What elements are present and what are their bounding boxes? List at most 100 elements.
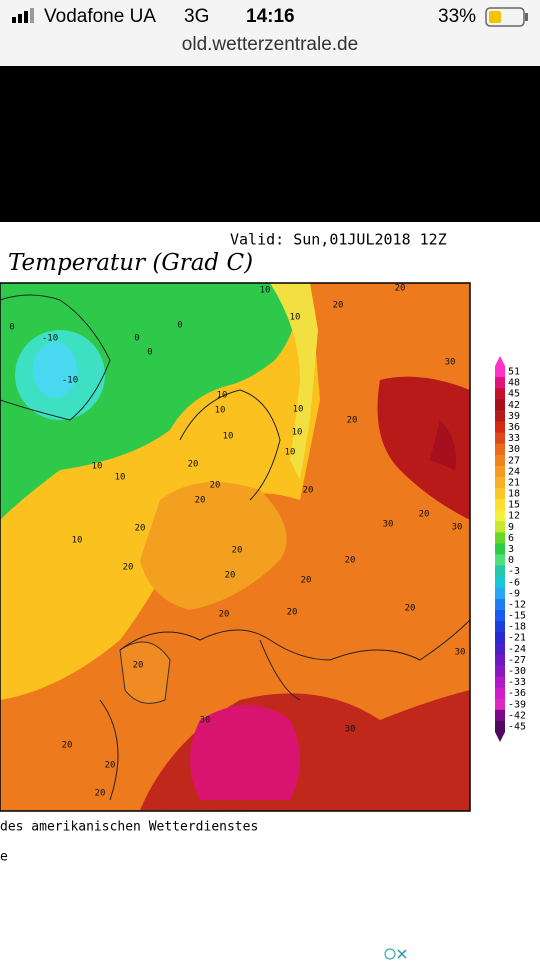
- legend-label: -21: [508, 633, 526, 644]
- legend-label: -36: [508, 688, 526, 699]
- contour-label: 10: [260, 286, 271, 296]
- legend-label: -45: [508, 721, 526, 732]
- contour-label: 10: [285, 448, 296, 458]
- contour-label: 20: [195, 496, 206, 506]
- map-title: Temperatur (Grad C): [8, 250, 253, 276]
- legend-swatch: [495, 687, 505, 700]
- contour-label: 20: [232, 546, 243, 556]
- legend-swatch: [495, 587, 505, 600]
- contour-label: 10: [92, 462, 103, 472]
- legend-label: 6: [508, 533, 514, 544]
- contour-label: 10: [115, 473, 126, 483]
- legend-tip: [495, 356, 505, 366]
- legend-label: -42: [508, 710, 526, 721]
- contour-label: 10: [290, 313, 301, 323]
- legend-swatch: [495, 720, 505, 733]
- contour-label: -10: [62, 376, 78, 386]
- contour-label: 20: [123, 563, 134, 573]
- ad-choices-icon[interactable]: [384, 948, 407, 960]
- contour-label: 20: [95, 789, 106, 799]
- legend: 51484542393633302724211815129630-3-6-9-1…: [495, 356, 526, 742]
- legend-swatch: [495, 632, 505, 644]
- legend-label: 33: [508, 433, 520, 444]
- legend-label: -33: [508, 677, 526, 688]
- legend-swatch: [495, 532, 505, 544]
- url[interactable]: old.wetterzentrale.de: [182, 34, 358, 55]
- legend-label: 51: [508, 367, 520, 378]
- legend-swatch: [495, 388, 505, 400]
- legend-swatch: [495, 665, 505, 678]
- signal-icon: [12, 8, 34, 23]
- legend-swatch: [495, 432, 505, 445]
- legend-swatch: [495, 643, 505, 655]
- legend-swatch: [495, 610, 505, 622]
- footer-line: e: [0, 850, 8, 865]
- contour-label: 30: [383, 520, 394, 530]
- contour-label: 10: [72, 536, 83, 546]
- contour-label: 20: [133, 661, 144, 671]
- contour-label: 30: [345, 725, 356, 735]
- legend-swatch: [495, 454, 505, 467]
- contour-label: 20: [287, 608, 298, 618]
- legend-label: 36: [508, 422, 520, 433]
- legend-swatch: [495, 654, 505, 666]
- map: -10-100000101010101010101010101020202030…: [0, 282, 471, 812]
- legend-swatch: [495, 521, 505, 533]
- legend-label: 48: [508, 378, 520, 389]
- legend-label: -27: [508, 655, 526, 666]
- legend-label: -24: [508, 644, 526, 655]
- contour-label: 20: [105, 761, 116, 771]
- legend-swatch: [495, 488, 505, 500]
- contour-label: 10: [293, 405, 304, 415]
- contour-label: 20: [405, 604, 416, 614]
- coastlines: [0, 294, 470, 801]
- contour-label: 10: [223, 432, 234, 442]
- legend-swatch: [495, 621, 505, 633]
- valid-time: Valid: Sun,01JUL2018 12Z: [230, 231, 447, 249]
- contour-label: 0: [134, 334, 139, 344]
- legend-swatch: [495, 576, 505, 589]
- network: 3G: [184, 6, 209, 27]
- contour-label: 10: [215, 406, 226, 416]
- contour-label: 30: [452, 523, 463, 533]
- contour-label: 20: [62, 741, 73, 751]
- contour-label: 20: [301, 576, 312, 586]
- legend-swatch: [495, 676, 505, 689]
- contour-label: 0: [147, 348, 152, 358]
- legend-swatch: [495, 465, 505, 478]
- legend-swatch: [495, 499, 505, 511]
- legend-swatch: [495, 554, 505, 567]
- contour-label: 20: [303, 486, 314, 496]
- legend-label: 3: [508, 544, 514, 555]
- legend-swatch: [495, 543, 505, 556]
- contour-label: 20: [219, 610, 230, 620]
- legend-label: 0: [508, 555, 514, 566]
- legend-label: -6: [508, 577, 520, 588]
- legend-label: -12: [508, 599, 526, 610]
- battery-icon: [485, 7, 528, 27]
- legend-label: -39: [508, 699, 526, 710]
- contour-label: 20: [347, 416, 358, 426]
- legend-swatch: [495, 443, 505, 456]
- legend-label: -9: [508, 588, 520, 599]
- legend-label: 30: [508, 444, 520, 455]
- legend-swatch: [495, 476, 505, 489]
- black-band: [0, 66, 540, 222]
- contour-label: 30: [455, 648, 466, 658]
- legend-label: 9: [508, 522, 514, 533]
- legend-label: 45: [508, 389, 520, 400]
- contour-label: 0: [9, 323, 14, 333]
- legend-label: 24: [508, 466, 520, 477]
- contour-label: 20: [135, 524, 146, 534]
- contour-label: 20: [188, 460, 199, 470]
- contour-label: 0: [177, 321, 182, 331]
- contour-label: 20: [210, 481, 221, 491]
- legend-swatch: [495, 421, 505, 434]
- legend-swatch: [495, 598, 505, 611]
- legend-swatch: [495, 399, 505, 411]
- legend-label: 42: [508, 400, 520, 411]
- contour-label: -10: [42, 334, 58, 344]
- contour-label: 30: [445, 358, 456, 368]
